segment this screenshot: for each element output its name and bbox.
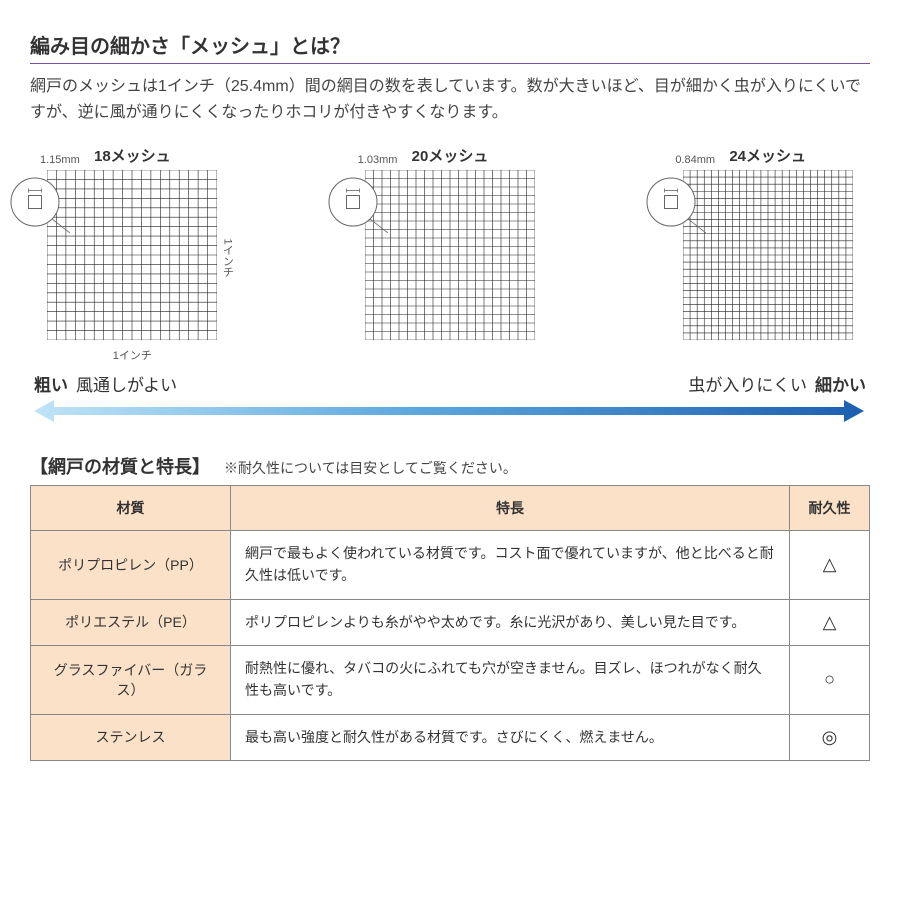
- section-note: ※耐久性については目安としてご覧ください。: [224, 458, 517, 478]
- table-row: ステンレス最も高い強度と耐久性がある材質です。さびにくく、燃えません。◎: [31, 714, 870, 761]
- page-heading: 編み目の細かさ「メッシュ」とは？: [30, 30, 870, 64]
- mesh-grid: [365, 170, 535, 345]
- inch-label-horizontal: 1インチ: [113, 347, 152, 363]
- mesh-dimension: 1.03mm: [358, 154, 406, 166]
- intro-text: 網戸のメッシュは1インチ（25.4mm）間の網目の数を表しています。数が大きいほ…: [30, 74, 870, 125]
- table-header: 特長: [231, 486, 790, 531]
- material-table: 材質特長耐久性ポリプロピレン（PP）網戸で最もよく使われている材質です。コスト面…: [30, 485, 870, 761]
- mesh-grid: [683, 170, 853, 345]
- zoom-callout-icon: [327, 176, 379, 249]
- scale-left-bold: 粗い: [34, 371, 68, 396]
- mesh-title: 20メッシュ: [412, 145, 489, 166]
- mesh-grid: 1インチ: [47, 170, 217, 345]
- material-durability: ◎: [790, 714, 870, 761]
- material-name: ステンレス: [31, 714, 231, 761]
- inch-label-vertical: 1インチ: [219, 238, 235, 277]
- scale-right-text: 虫が入りにくい: [688, 371, 807, 396]
- mesh-block: 0.84mm 24メッシュ: [675, 145, 860, 345]
- material-name: ポリエステル（PE）: [31, 599, 231, 646]
- section-title: 【網戸の材質と特長】: [30, 453, 210, 479]
- mesh-block: 1.15mm 18メッシュ 1インチ 1インチ: [40, 145, 225, 363]
- zoom-callout-icon: [645, 176, 697, 249]
- material-name: ポリプロピレン（PP）: [31, 531, 231, 599]
- table-header: 耐久性: [790, 486, 870, 531]
- material-desc: 耐熱性に優れ、タバコの火にふれても穴が空きません。目ズレ、ほつれがなく耐久性も高…: [231, 646, 790, 714]
- mesh-title: 18メッシュ: [94, 145, 171, 166]
- zoom-callout-icon: [9, 176, 61, 249]
- material-durability: △: [790, 531, 870, 599]
- material-desc: 最も高い強度と耐久性がある材質です。さびにくく、燃えません。: [231, 714, 790, 761]
- table-row: ポリプロピレン（PP）網戸で最もよく使われている材質です。コスト面で優れています…: [31, 531, 870, 599]
- material-name: グラスファイバー（ガラス）: [31, 646, 231, 714]
- material-durability: △: [790, 599, 870, 646]
- table-row: グラスファイバー（ガラス）耐熱性に優れ、タバコの火にふれても穴が空きません。目ズ…: [31, 646, 870, 714]
- scale-left-text: 風通しがよい: [76, 371, 177, 396]
- mesh-dimension: 1.15mm: [40, 154, 88, 166]
- gradient-arrow: [34, 400, 866, 427]
- scale-labels: 粗い 風通しがよい 虫が入りにくい 細かい: [34, 371, 866, 396]
- mesh-block: 1.03mm 20メッシュ: [358, 145, 543, 345]
- table-header: 材質: [31, 486, 231, 531]
- mesh-dimension: 0.84mm: [675, 154, 723, 166]
- scale-right-bold: 細かい: [815, 371, 866, 396]
- material-desc: 網戸で最もよく使われている材質です。コスト面で優れていますが、他と比べると耐久性…: [231, 531, 790, 599]
- material-desc: ポリプロピレンよりも糸がやや太めです。糸に光沢があり、美しい見た目です。: [231, 599, 790, 646]
- mesh-diagram-row: 1.15mm18メッシュ 1インチ1インチ1.03mm20メッシュ 0.84mm…: [30, 145, 870, 363]
- material-durability: ○: [790, 646, 870, 714]
- mesh-title: 24メッシュ: [729, 145, 806, 166]
- table-row: ポリエステル（PE）ポリプロピレンよりも糸がやや太めです。糸に光沢があり、美しい…: [31, 599, 870, 646]
